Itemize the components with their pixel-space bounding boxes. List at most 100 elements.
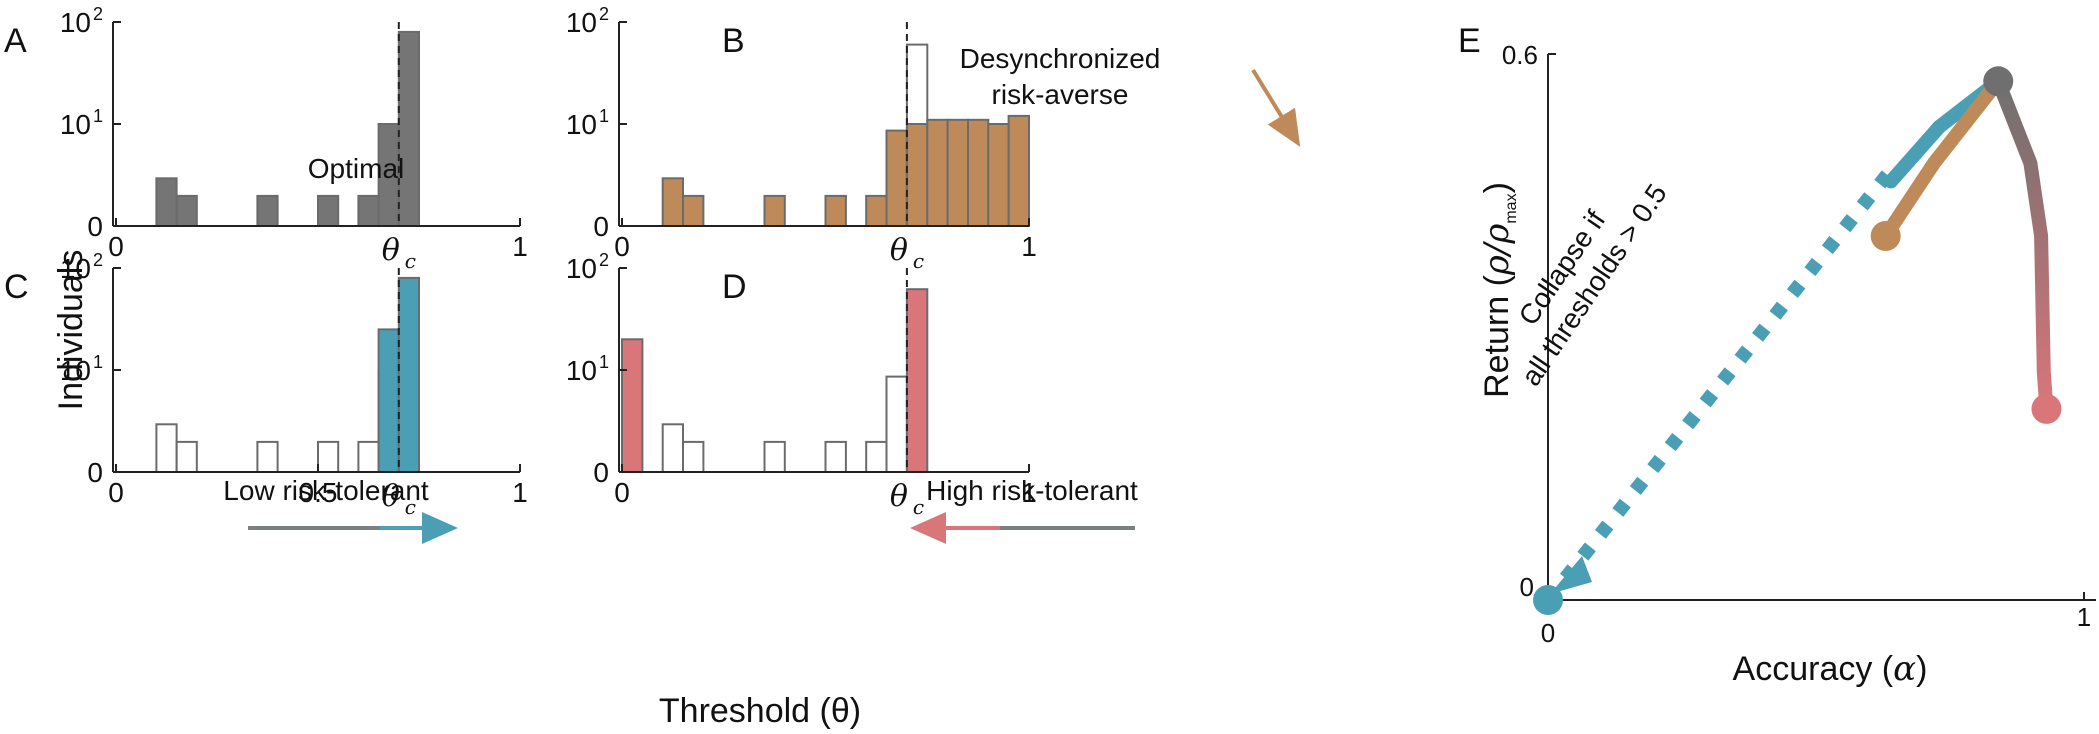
x-tick-label: 0 bbox=[614, 231, 630, 262]
e-y-axis-label-text: Return ( bbox=[1478, 274, 1516, 397]
panel-letter-a: A bbox=[4, 22, 27, 60]
y-tick-exponent: 1 bbox=[599, 352, 609, 372]
e-x-tick-label-one: 1 bbox=[2077, 602, 2091, 632]
theta-c-label: θ bbox=[890, 233, 908, 268]
panel-c-histogram: 010 110 20 0.5 1θ c bbox=[60, 250, 528, 519]
bar-filled-0.70 bbox=[397, 30, 420, 228]
e-marker bbox=[1533, 585, 1563, 615]
bar-filled-0.95 bbox=[1007, 114, 1030, 227]
e-x-axis-label: Accuracy (α) bbox=[1733, 649, 1928, 689]
y-tick-label: 10 bbox=[566, 109, 597, 140]
bar-filled-0.00 bbox=[621, 338, 644, 473]
panel-a-annotation: Optimal bbox=[308, 153, 404, 184]
panel-b-annotation-line2: risk-averse bbox=[992, 79, 1129, 110]
bar-outline-0.60 bbox=[357, 440, 380, 473]
theta-c-subscript: c bbox=[913, 249, 924, 273]
e-x-tick-label-zero: 0 bbox=[1541, 618, 1555, 648]
y-tick-label: 0 bbox=[593, 211, 609, 242]
x-tick-label: 1 bbox=[512, 477, 528, 508]
e-series-dashed bbox=[1542, 158, 1902, 605]
panel-d-annotation: High risk-tolerant bbox=[926, 475, 1138, 506]
bar-outline-0.10 bbox=[661, 423, 685, 473]
e-y-axis-label-symbol: ρ/ρ bbox=[1477, 224, 1517, 276]
bar-filled-0.80 bbox=[946, 118, 969, 227]
x-tick-label: 0 bbox=[614, 477, 630, 508]
y-tick-exponent: 1 bbox=[93, 352, 103, 372]
x-tick-label: 0 bbox=[108, 477, 124, 508]
bar-filled-0.65 bbox=[885, 129, 908, 228]
e-marker bbox=[1870, 221, 1901, 251]
y-tick-exponent: 2 bbox=[599, 4, 609, 24]
bar-filled-0.65 bbox=[377, 328, 400, 473]
y-tick-label: 0 bbox=[87, 211, 103, 242]
e-y-axis-label: Return (ρ/ρmax) bbox=[1477, 182, 1520, 398]
panel-letter-b: B bbox=[722, 22, 745, 60]
y-tick-label: 10 bbox=[60, 109, 91, 140]
theta-c-subscript: c bbox=[913, 495, 924, 519]
e-y-axis-label-subscript: max bbox=[1503, 193, 1520, 223]
shared-x-axis-label: Threshold (θ) bbox=[659, 692, 861, 730]
y-tick-exponent: 2 bbox=[93, 250, 103, 270]
y-tick-label: 10 bbox=[60, 355, 91, 386]
bar-filled-0.50 bbox=[317, 194, 340, 227]
y-tick-label: 10 bbox=[566, 355, 597, 386]
bar-filled-0.35 bbox=[256, 194, 279, 227]
bar-filled-0.35 bbox=[763, 194, 786, 227]
bar-filled-0.10 bbox=[661, 177, 685, 228]
x-tick-label: 0 bbox=[108, 231, 124, 262]
e-marker bbox=[2031, 393, 2062, 424]
bar-outline-0.10 bbox=[155, 423, 178, 473]
panel-letter-c: C bbox=[4, 268, 29, 306]
panel-b-histogram: 010 110 20 1θ c bbox=[566, 4, 1037, 273]
theta-c-label: θ bbox=[382, 479, 400, 514]
y-tick-label: 0 bbox=[593, 457, 609, 488]
e-x-axis-label-symbol: α bbox=[1893, 649, 1916, 689]
y-tick-label: 0 bbox=[87, 457, 103, 488]
y-tick-exponent: 2 bbox=[599, 250, 609, 270]
x-tick-label: 1 bbox=[1021, 231, 1037, 262]
theta-c-label: θ bbox=[382, 233, 400, 268]
bar-filled-0.90 bbox=[987, 123, 1010, 227]
theta-c-subscript: c bbox=[405, 249, 416, 273]
bar-filled-0.10 bbox=[155, 177, 178, 228]
bar-filled-0.15 bbox=[175, 194, 198, 227]
bar-filled-0.50 bbox=[824, 194, 847, 227]
theta-c-subscript: c bbox=[405, 495, 416, 519]
y-tick-label: 10 bbox=[60, 253, 91, 284]
bar-outline-0.50 bbox=[317, 440, 340, 473]
bar-filled-0.70 bbox=[905, 123, 929, 227]
x-tick-label: 1 bbox=[512, 231, 528, 262]
panel-letter-e: E bbox=[1458, 22, 1481, 60]
panel-a-histogram: 010 110 20 1θ c bbox=[60, 4, 528, 273]
e-marker bbox=[1983, 66, 2014, 97]
panel-d-histogram: 010 110 20 1θ c bbox=[566, 250, 1037, 519]
bar-filled-0.75 bbox=[926, 118, 949, 227]
bar-outline-0.35 bbox=[256, 440, 279, 473]
bar-filled-0.70 bbox=[905, 288, 929, 474]
theta-c-label: θ bbox=[890, 479, 908, 514]
bar-filled-0.60 bbox=[865, 194, 888, 227]
e-collapse-arrow-head bbox=[1550, 556, 1592, 594]
bar-outline-0.35 bbox=[763, 440, 786, 473]
bar-filled-0.85 bbox=[967, 118, 990, 227]
panel-b-annotation-line1: Desynchronized bbox=[960, 43, 1161, 74]
y-tick-label: 10 bbox=[60, 7, 91, 38]
bar-filled-0.15 bbox=[682, 194, 705, 227]
bar-outline-0.65 bbox=[885, 375, 908, 474]
panel-letter-d: D bbox=[722, 268, 747, 306]
bar-filled-0.70 bbox=[397, 276, 420, 473]
bar-outline-0.15 bbox=[175, 440, 198, 473]
y-tick-exponent: 2 bbox=[93, 4, 103, 24]
e-series-solid-tan bbox=[1878, 74, 2006, 243]
panel-e-return-vs-accuracy: 0.6 00 1 Accuracy (α) Return (ρ/ρmax) bbox=[1477, 40, 2096, 689]
y-tick-exponent: 1 bbox=[599, 106, 609, 126]
x-tick-label: 0.5 bbox=[299, 477, 338, 508]
e-series-gradient bbox=[1991, 74, 2054, 416]
x-tick-label: 1 bbox=[1021, 477, 1037, 508]
y-tick-label: 10 bbox=[566, 7, 597, 38]
shared-y-axis-label: Individuals bbox=[52, 250, 90, 411]
bar-outline-0.60 bbox=[865, 440, 888, 473]
bar-filled-0.60 bbox=[357, 194, 380, 227]
bar-outline-0.50 bbox=[824, 440, 847, 473]
